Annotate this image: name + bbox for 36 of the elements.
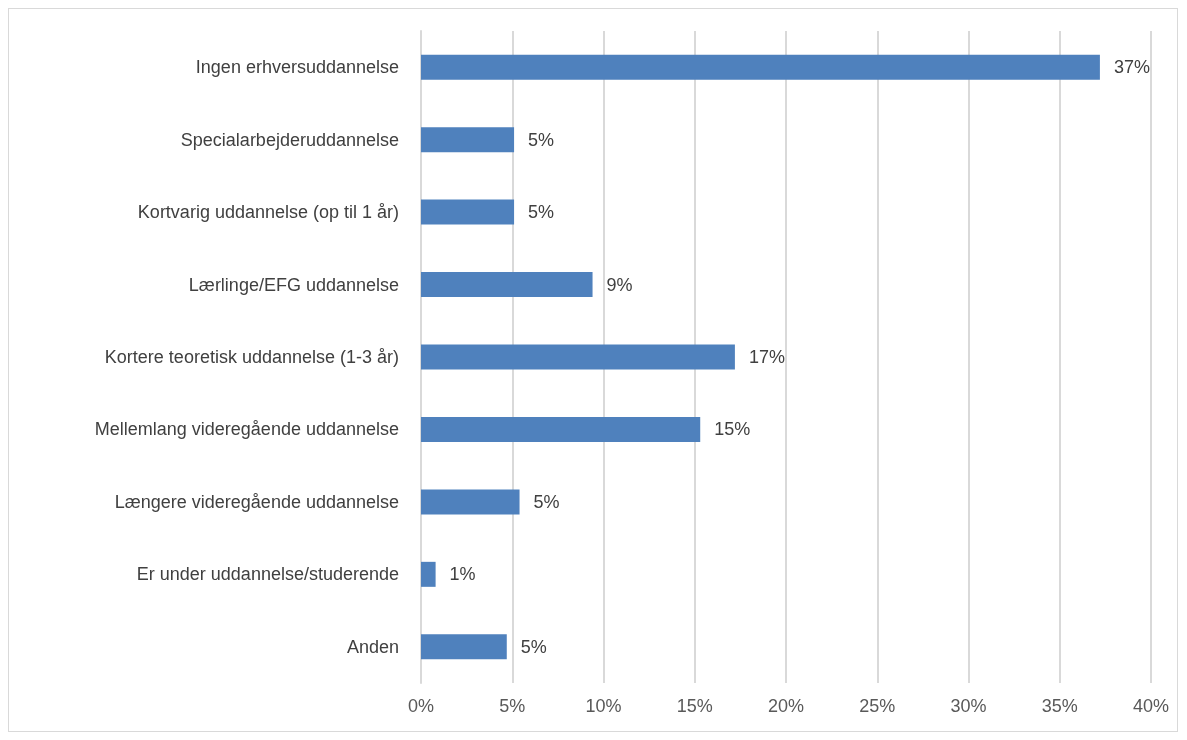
x-tick-label: 10%: [585, 696, 622, 716]
bar: [421, 54, 1100, 80]
x-tick-label: 35%: [1041, 696, 1078, 716]
bar: [421, 489, 520, 515]
data-label: 17%: [748, 347, 785, 367]
x-tick-label: 25%: [859, 696, 896, 716]
y-tick-label: Lærlinge/EFG uddannelse: [188, 274, 399, 295]
data-label: 5%: [520, 636, 547, 657]
x-tick-label: 5%: [499, 696, 526, 716]
bar: [421, 127, 515, 153]
x-tick-label: 0%: [407, 696, 435, 716]
bar: [421, 199, 515, 225]
data-label: 9%: [606, 274, 633, 295]
y-tick-label: Længere videregående uddannelse: [114, 491, 399, 512]
data-label: 5%: [528, 202, 555, 223]
y-tick-label: Ingen erhversuddannelse: [195, 57, 399, 78]
x-tick-label: 40%: [1132, 696, 1170, 716]
bar: [421, 344, 735, 370]
bar: [421, 416, 701, 442]
bar: [421, 272, 593, 298]
bar: [421, 634, 507, 660]
x-tick-label: 30%: [950, 696, 987, 716]
data-label: 5%: [533, 491, 560, 512]
data-label: 5%: [528, 129, 555, 150]
x-tick-label: 20%: [767, 696, 805, 716]
bar: [421, 561, 436, 587]
data-label: 1%: [449, 564, 476, 585]
y-tick-label: Kortvarig uddannelse (op til 1 år): [137, 202, 399, 223]
y-tick-label: Er under uddannelse/studerende: [136, 564, 399, 585]
y-tick-label: Specialarbejderuddannelse: [180, 129, 399, 150]
x-tick-label: 15%: [676, 696, 713, 716]
y-tick-label: Kortere teoretisk uddannelse (1-3 år): [104, 347, 399, 367]
y-tick-label: Mellemlang videregående uddannelse: [94, 419, 399, 440]
data-label: 15%: [714, 419, 751, 440]
y-tick-label: Anden: [346, 636, 399, 657]
data-label: 37%: [1113, 57, 1150, 78]
